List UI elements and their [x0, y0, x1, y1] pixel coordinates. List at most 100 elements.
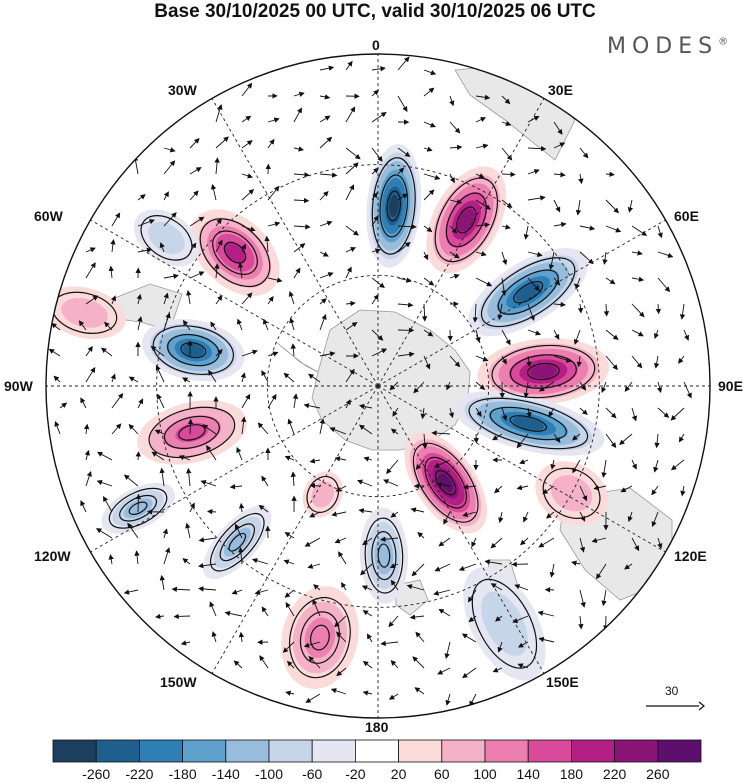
- anomaly-band: [551, 475, 593, 512]
- meridian-line: [377, 385, 666, 553]
- wind-arrow: [549, 563, 555, 578]
- wind-arrow: [334, 615, 347, 628]
- wind-arrow: [462, 511, 477, 517]
- anomaly-band: [512, 416, 545, 431]
- wind-arrow: [438, 537, 451, 547]
- wind-arrow: [494, 485, 503, 494]
- contour-ring: [434, 177, 499, 263]
- wind-arrow: [319, 418, 325, 435]
- wind-arrow: [526, 407, 532, 418]
- wind-arrow: [111, 295, 117, 305]
- wind-arrow: [123, 474, 139, 487]
- wind-arrow: [579, 511, 586, 522]
- contour-ring: [140, 215, 193, 261]
- wind-arrow: [397, 223, 417, 230]
- wind-arrow: [380, 536, 399, 542]
- wind-arrow: [601, 459, 607, 478]
- contour-ring: [128, 501, 148, 515]
- contour-ring: [212, 230, 258, 275]
- wind-arrow: [397, 241, 411, 253]
- wind-arrow: [392, 407, 399, 417]
- wind-arrow: [110, 239, 116, 253]
- wind-arrow: [579, 225, 596, 231]
- wind-arrow: [163, 273, 179, 279]
- wind-arrow: [461, 633, 477, 643]
- wind-arrow: [267, 277, 283, 283]
- wind-arrow: [362, 690, 373, 696]
- anomaly-blue-135w: [203, 505, 272, 579]
- wind-arrow: [527, 169, 540, 175]
- contour-blue-0: [371, 157, 416, 255]
- wind-arrow: [631, 225, 648, 236]
- wind-arrow: [261, 606, 269, 617]
- wind-arrow: [577, 303, 584, 314]
- wind-arrow: [345, 184, 355, 201]
- colorbar-cell: [182, 739, 227, 763]
- wind-arrow: [361, 585, 373, 591]
- wind-arrow: [683, 329, 690, 341]
- wind-arrow: [526, 355, 532, 368]
- wind-arrow: [631, 407, 638, 422]
- wind-arrow: [210, 321, 217, 331]
- wind-arrow: [210, 183, 217, 201]
- meridian-line: [90, 385, 379, 553]
- wind-arrow: [163, 312, 171, 331]
- wind-arrow: [495, 615, 503, 622]
- anomaly-blue-150e-outer: [463, 566, 546, 681]
- wind-arrow: [267, 138, 275, 149]
- wind-arrow: [135, 493, 142, 513]
- colorbar-cell: [354, 739, 399, 763]
- wind-arrow: [397, 302, 414, 308]
- wind-arrow: [80, 397, 87, 409]
- colorbar-cell: [398, 739, 443, 763]
- wind-arrow: [501, 171, 516, 178]
- wind-arrow: [492, 667, 503, 673]
- wind-arrow: [631, 250, 643, 256]
- wind-arrow: [198, 537, 217, 543]
- wind-arrow: [579, 537, 586, 553]
- wind-arrow: [48, 348, 61, 357]
- colorbar-tick-label: -180: [168, 766, 197, 782]
- wind-arrow: [415, 631, 425, 643]
- wind-arrow: [262, 318, 269, 331]
- anomaly-pink-160w: [281, 586, 359, 689]
- wind-arrow: [202, 424, 217, 435]
- wind-arrow: [186, 290, 192, 305]
- wind-arrow: [484, 559, 503, 565]
- wind-arrow: [631, 459, 637, 470]
- wind-arrow: [423, 355, 431, 370]
- wind-arrow: [498, 511, 504, 524]
- wind-arrow: [501, 355, 507, 365]
- contour-blue-55e: [480, 257, 576, 328]
- wind-arrow: [240, 416, 247, 435]
- wind-arrow: [501, 251, 508, 266]
- wind-arrow: [420, 407, 426, 420]
- colorbar-cell: [441, 739, 486, 763]
- contour-ring: [542, 467, 601, 519]
- wind-arrow: [527, 329, 542, 336]
- wind-arrow: [553, 301, 566, 308]
- wind-arrow: [388, 693, 399, 700]
- wind-arrow: [189, 502, 195, 513]
- wind-arrow: [501, 407, 508, 422]
- wind-arrow: [163, 547, 171, 565]
- wind-arrow: [241, 243, 246, 253]
- wind-arrow: [449, 355, 461, 368]
- contour-blue-115w: [108, 487, 168, 529]
- anomaly-band: [223, 527, 251, 557]
- wind-arrow: [389, 563, 399, 569]
- wind-arrow: [100, 347, 113, 357]
- wind-arrow: [605, 199, 620, 214]
- contour-ring: [424, 456, 467, 509]
- colorbar-tick-label: 20: [390, 766, 407, 782]
- wind-arrow: [423, 146, 433, 152]
- wind-arrow: [85, 262, 96, 279]
- wind-arrow: [303, 641, 321, 648]
- wind-arrow: [96, 528, 113, 539]
- wind-arrow: [371, 294, 379, 305]
- wind-arrow: [187, 418, 194, 435]
- wind-arrow: [619, 433, 633, 445]
- wind-arrow: [475, 251, 487, 257]
- lon-label-60w: 60W: [34, 208, 63, 224]
- anomaly-band: [481, 591, 528, 656]
